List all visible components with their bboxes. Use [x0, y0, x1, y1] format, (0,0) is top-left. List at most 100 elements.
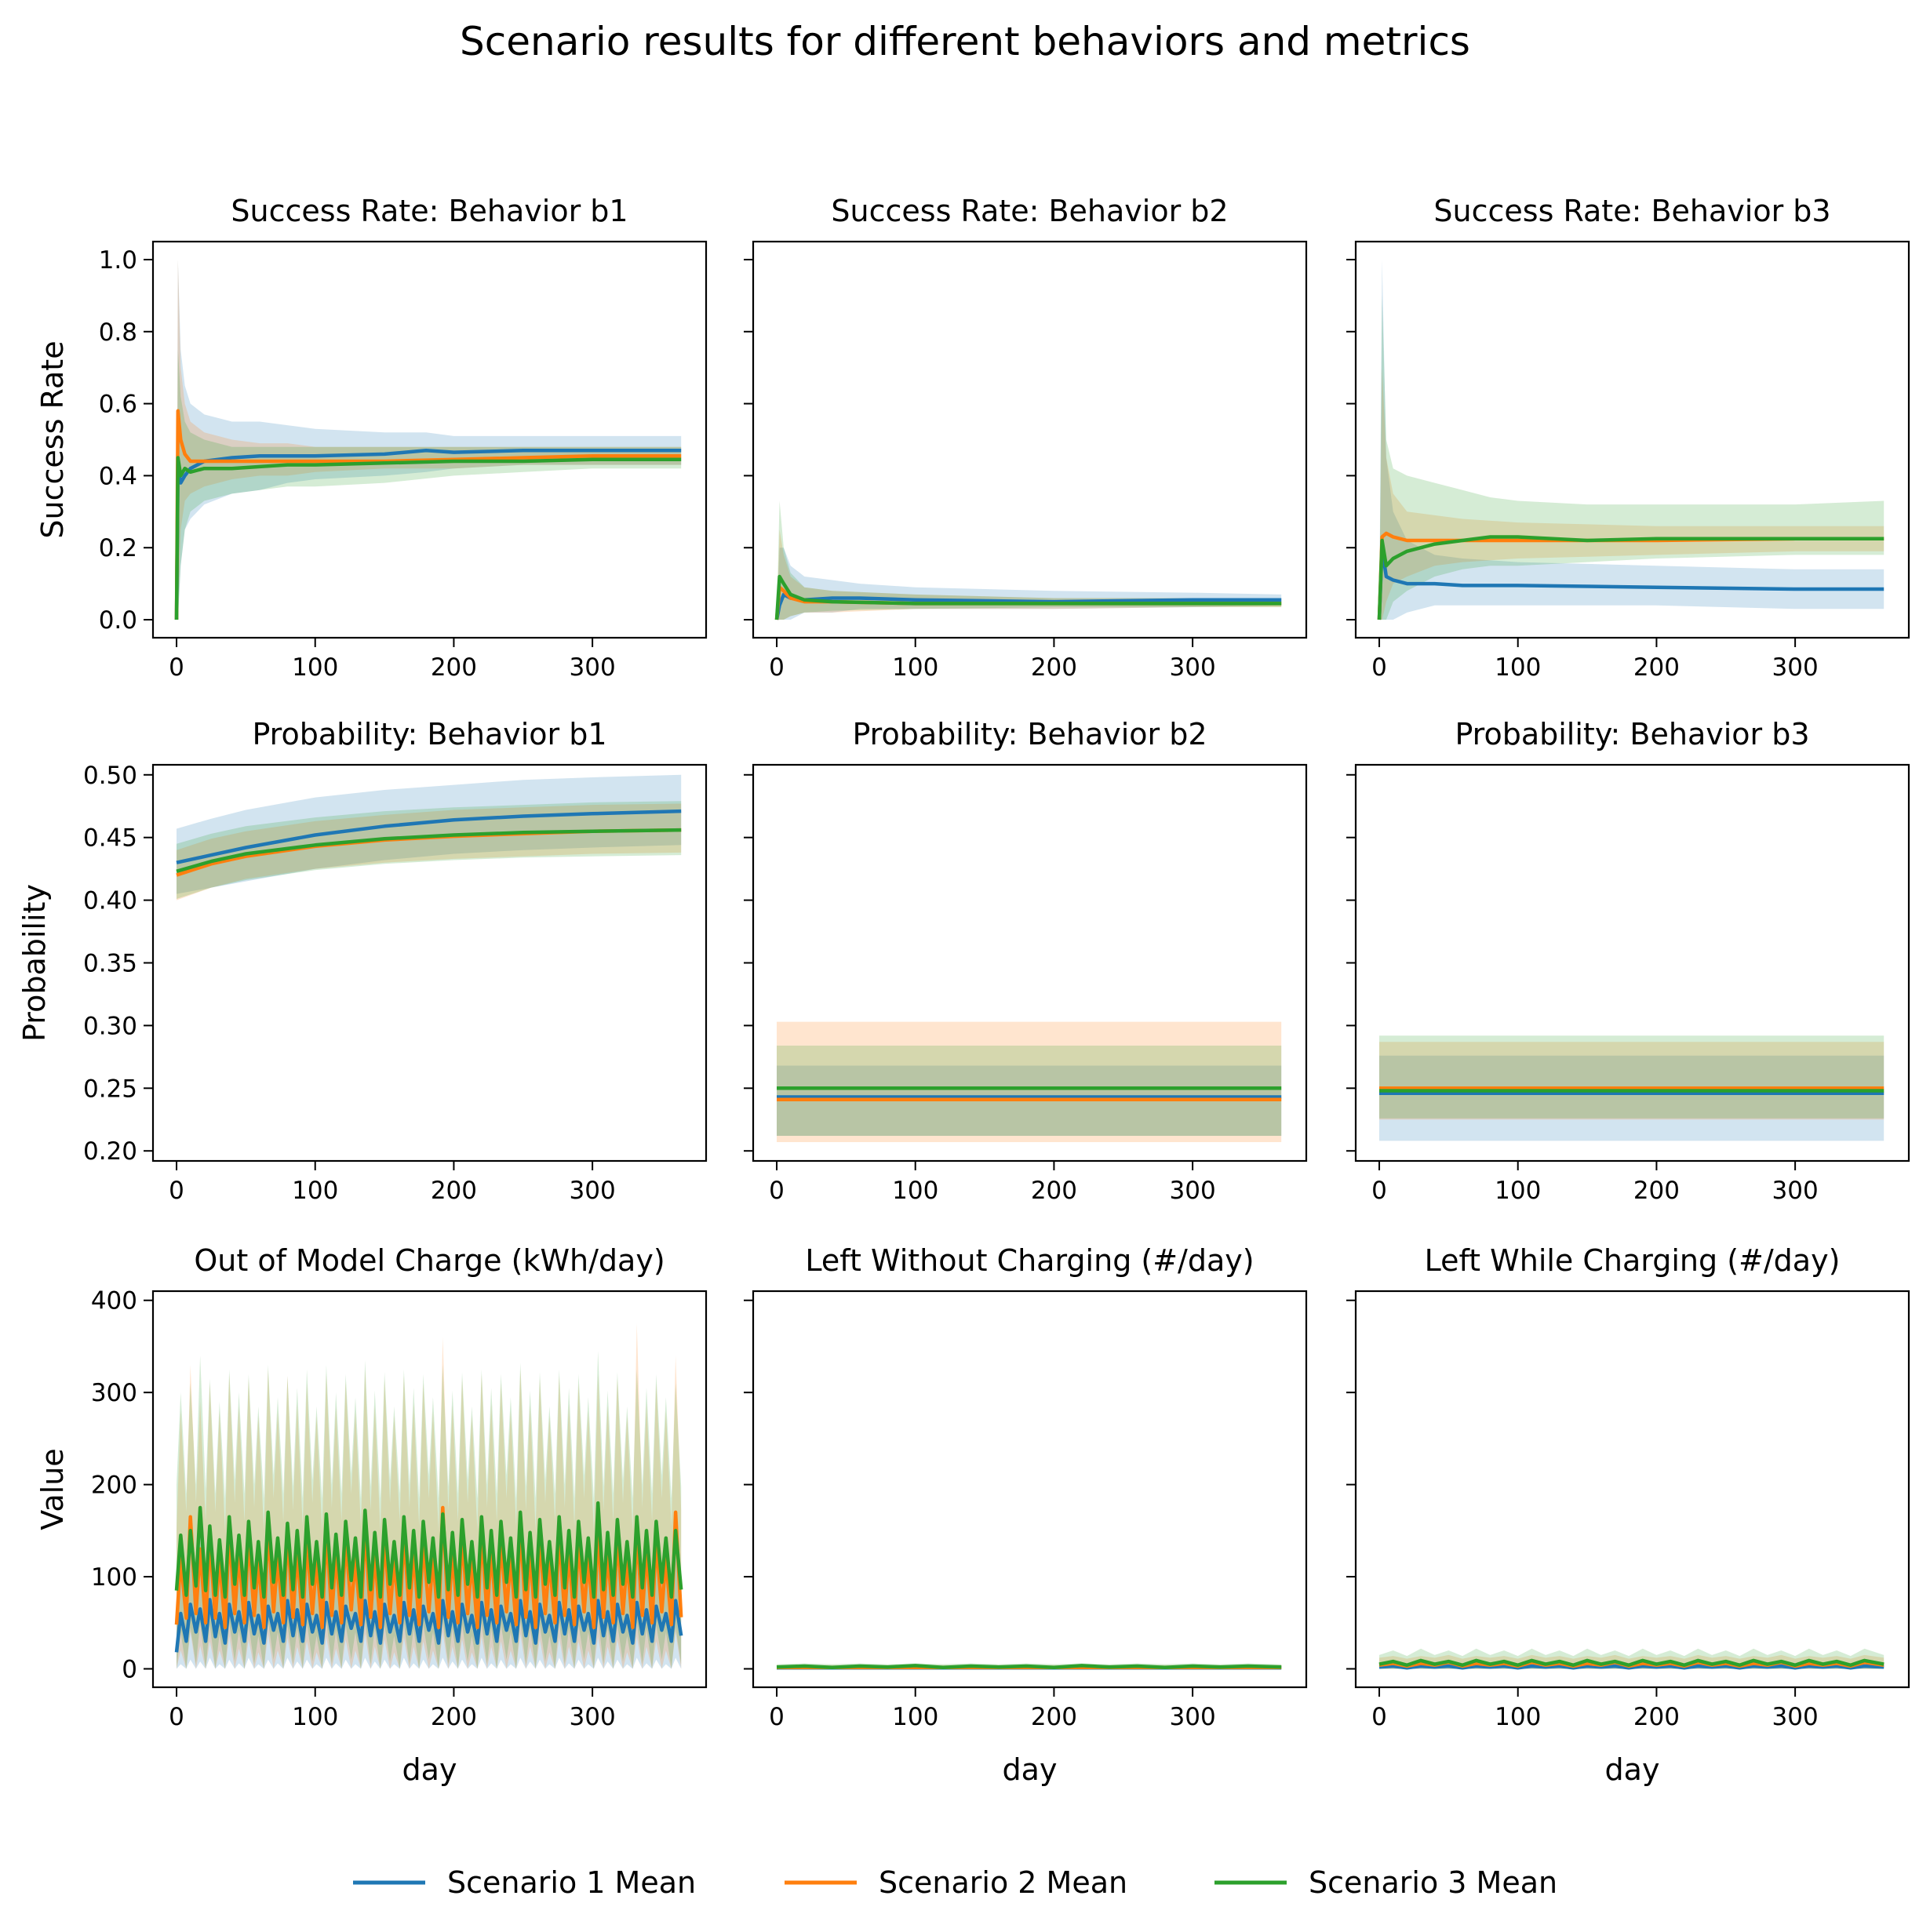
x-tick-label: 100 [292, 1177, 338, 1205]
x-tick-label: 0 [1371, 1703, 1387, 1731]
subplot-7: 0 100 200 300 0 100 200 300 400 Out of Model Char… [35, 1243, 708, 1787]
x-tick-label: 0 [769, 1703, 785, 1731]
y-tick-label: 0.50 [83, 762, 137, 790]
subplot-8: 0 100 200 300 Left Without Charging (#/day) d… [744, 1243, 1308, 1787]
x-tick-label: 200 [431, 1177, 477, 1205]
x-tick-label: 100 [892, 1177, 938, 1205]
series-1-mean-line [774, 592, 1282, 620]
y-tick-label: 200 [91, 1472, 137, 1500]
series-3-band [177, 349, 682, 620]
y-tick-label: 400 [91, 1287, 137, 1315]
x-tick-label: 0 [1371, 1177, 1387, 1205]
x-tick-label: 200 [431, 1703, 477, 1731]
plot-frame [752, 240, 1308, 639]
legend: Scenario 1 Mean Scenario 2 Mean Scenario 3… [353, 1865, 1557, 1900]
x-tick-label: 100 [292, 653, 338, 682]
x-tick-label: 300 [570, 1703, 616, 1731]
series-3-band [777, 1046, 1282, 1136]
y-tick-label: 0.6 [99, 391, 137, 419]
x-tick-label: 300 [1170, 653, 1216, 682]
x-axis-label: day [1605, 1752, 1660, 1787]
subplot-title: Success Rate: Behavior b3 [1433, 194, 1830, 228]
subplot-title: Probability: Behavior b2 [852, 717, 1207, 751]
y-tick-label: 0.35 [83, 950, 137, 978]
x-tick-label: 300 [1772, 1703, 1819, 1731]
legend-item-2: Scenario 2 Mean [785, 1865, 1127, 1900]
series-3-mean-line [174, 456, 682, 620]
plot-frame [752, 1290, 1308, 1689]
plot-frame [1354, 240, 1910, 639]
series-1-mean-line [174, 449, 682, 620]
legend-label: Scenario 3 Mean [1309, 1865, 1557, 1900]
series-2-band [777, 1021, 1282, 1142]
subplot-1: 0 100 200 300 0.0 0.2 0.4 0.6 0.8 1.0 Success Rate… [35, 194, 708, 682]
series-2-mean-line [174, 409, 682, 620]
series-2-band [1379, 367, 1884, 620]
subplot-9: 0 100 200 300 Left While Charging (#/day) day [1346, 1243, 1910, 1787]
x-tick-label: 100 [892, 1703, 938, 1731]
subplot-3: 0 100 200 300 Success Rate: Behavior b3 [1346, 194, 1910, 682]
y-tick-label: 0.0 [99, 606, 137, 635]
y-axis-label: Probability [17, 884, 52, 1042]
x-tick-label: 0 [169, 1177, 184, 1205]
x-tick-label: 300 [570, 1177, 616, 1205]
series-1-band [177, 260, 682, 620]
subplot-grid: 0 100 200 300 0.0 0.2 0.4 0.6 0.8 1.0 Success Rate… [17, 194, 1910, 1787]
series-1-band [177, 774, 682, 894]
x-tick-label: 100 [892, 653, 938, 682]
figure-title: Scenario results for different behaviors… [460, 19, 1470, 64]
series-1-mean-line [174, 1598, 683, 1653]
series-3-mean-line [776, 1664, 1282, 1670]
subplot-2: 0 100 200 300 Success Rate: Behavior b2 [744, 194, 1308, 682]
x-tick-label: 0 [769, 1177, 785, 1205]
y-tick-label: 0.4 [99, 462, 137, 490]
x-tick-label: 200 [1633, 1703, 1680, 1731]
plot-area [776, 1663, 1282, 1670]
plot-area [1377, 260, 1884, 620]
y-tick-label: 300 [91, 1379, 137, 1407]
y-axis-label: Success Rate [35, 340, 70, 538]
subplot-title: Left Without Charging (#/day) [805, 1243, 1254, 1278]
x-tick-label: 300 [570, 653, 616, 682]
x-tick-label: 100 [292, 1703, 338, 1731]
plot-area [176, 774, 682, 901]
plot-frame [1354, 1290, 1910, 1689]
series-3-mean-line [1377, 535, 1884, 620]
legend-label: Scenario 1 Mean [447, 1865, 696, 1900]
x-tick-label: 200 [1031, 1703, 1077, 1731]
x-tick-label: 300 [1772, 1177, 1819, 1205]
y-tick-label: 0.45 [83, 824, 137, 853]
plot-area [1378, 1648, 1884, 1670]
series-3-band [1379, 1035, 1884, 1119]
x-axis-label: day [402, 1752, 457, 1787]
series-3-band [777, 500, 1282, 620]
plot-area [174, 1323, 683, 1669]
series-3-mean-line [774, 574, 1282, 620]
x-tick-label: 100 [1495, 1703, 1541, 1731]
x-tick-label: 300 [1170, 1703, 1216, 1731]
subplot-5: 0 100 200 300 Probability: Behavior b2 [744, 717, 1308, 1205]
series-1-band [1379, 1055, 1884, 1141]
x-tick-label: 0 [769, 653, 785, 682]
series-2-band [1379, 1042, 1884, 1120]
legend-item-1: Scenario 1 Mean [353, 1865, 696, 1900]
subplot-4: 0 100 200 300 0.20 0.25 0.30 0.35 0.40 0.45 0.50 Pr… [17, 717, 708, 1205]
legend-label: Scenario 2 Mean [879, 1865, 1127, 1900]
y-tick-label: 1.0 [99, 246, 137, 275]
plot-frame [151, 1290, 708, 1689]
subplot-6: 0 100 200 300 Probability: Behavior b3 [1346, 717, 1910, 1205]
series-1-mean-line [1377, 545, 1884, 620]
y-tick-label: 0.40 [83, 887, 137, 915]
y-tick-label: 0.25 [83, 1075, 137, 1103]
x-tick-label: 200 [1031, 653, 1077, 682]
y-tick-label: 0 [122, 1656, 137, 1684]
subplot-title: Probability: Behavior b3 [1455, 717, 1809, 751]
plot-area [777, 1021, 1282, 1142]
plot-area [774, 500, 1282, 620]
series-3-mean-line [1378, 1658, 1884, 1668]
series-1-mean-line [176, 809, 682, 864]
plot-frame [151, 240, 708, 639]
x-tick-label: 0 [1371, 653, 1387, 682]
subplot-title: Probability: Behavior b1 [252, 717, 606, 751]
